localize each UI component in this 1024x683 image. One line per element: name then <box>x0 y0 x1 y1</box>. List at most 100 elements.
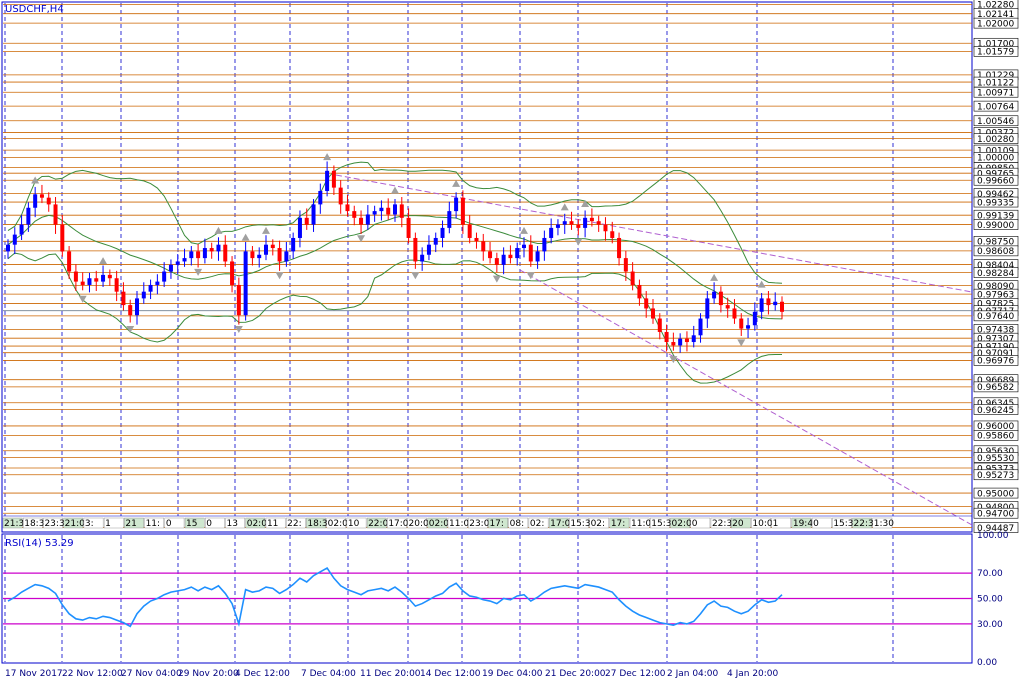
candle-body <box>393 204 397 215</box>
price-level-label: 1.01122 <box>977 78 1014 88</box>
candle-body <box>596 221 601 225</box>
time-label-box <box>629 517 650 529</box>
fractal-down-marker <box>234 325 243 333</box>
candle-body <box>372 211 377 215</box>
price-level-label: 1.00546 <box>977 117 1014 127</box>
candle-body <box>684 338 689 343</box>
candle-body <box>583 217 588 228</box>
price-level-label: 0.95860 <box>977 432 1014 442</box>
time-label-box <box>508 517 529 529</box>
candle-body <box>135 298 139 316</box>
time-label: 0 <box>692 519 698 529</box>
candle-body <box>406 217 411 238</box>
candle-body <box>528 244 533 262</box>
time-label: 23:0 <box>469 519 489 529</box>
trend-lines <box>335 174 973 526</box>
fractal-down-marker <box>737 339 746 347</box>
time-label-box <box>811 517 832 529</box>
fractal-up-marker <box>241 233 250 241</box>
time-label: 11 <box>267 519 278 529</box>
time-label-box <box>791 517 812 529</box>
time-label-box <box>2 517 23 529</box>
time-label-box <box>771 517 792 529</box>
candle-body <box>399 204 404 218</box>
candle-body <box>277 248 282 262</box>
price-level-box <box>973 404 1019 415</box>
fractal-up-marker <box>99 257 108 265</box>
price-level-label: 0.98404 <box>977 261 1014 271</box>
price-level-box <box>973 245 1019 257</box>
candle-body <box>759 298 764 312</box>
time-axis-label: 29 Nov 20:00 <box>178 669 239 679</box>
time-label: 02:00 <box>328 519 354 529</box>
time-axis-label: 21 Dec 20:00 <box>545 669 606 679</box>
time-label-box <box>528 517 549 529</box>
candle-body <box>39 194 44 198</box>
price-level-label: 0.97307 <box>977 334 1014 344</box>
candle-body <box>379 207 384 212</box>
time-label: 22:0 <box>368 519 388 529</box>
price-level-label: 1.01229 <box>977 71 1014 81</box>
candle-body <box>494 258 499 265</box>
price-level-label: 0.95630 <box>977 447 1014 457</box>
candle-body <box>447 211 452 228</box>
fractal-up-marker <box>710 273 719 281</box>
candle-body <box>746 325 751 329</box>
candle-body <box>352 211 357 218</box>
time-label-box <box>569 517 589 529</box>
horizontal-price-levels <box>3 3 972 528</box>
price-level-box <box>973 381 1019 393</box>
time-label-box <box>589 517 610 529</box>
candle-body <box>46 197 51 205</box>
time-label: 11: <box>146 519 160 529</box>
time-label: 23:35 <box>44 519 70 529</box>
time-label-box <box>23 517 43 529</box>
fractal-down-marker <box>669 356 678 364</box>
fractal-down-marker <box>78 295 87 303</box>
candle-body <box>576 224 581 228</box>
price-level-label: 0.99139 <box>977 212 1014 222</box>
candle-body <box>250 251 255 259</box>
candle-body <box>691 335 696 343</box>
candle-body <box>698 318 703 336</box>
fractal-down-marker <box>126 325 135 333</box>
price-level-label: 1.00109 <box>977 146 1014 156</box>
fractal-down-marker <box>526 272 535 280</box>
fractal-up-marker <box>581 200 590 208</box>
price-level-label: 0.97640 <box>977 312 1014 322</box>
time-label-box <box>407 517 427 529</box>
time-label-box <box>872 517 893 529</box>
candle-body <box>94 278 99 282</box>
time-label-box <box>710 517 731 529</box>
candle-body <box>87 278 92 285</box>
price-level-box <box>973 174 1019 186</box>
candle-body <box>230 261 235 285</box>
candle-body <box>420 254 425 262</box>
candle-body <box>780 301 784 312</box>
candle-body <box>657 318 662 332</box>
price-level-label: 0.97963 <box>977 290 1014 300</box>
candle-body <box>128 305 133 316</box>
price-level-label: 0.96345 <box>977 399 1014 409</box>
candle-body <box>53 204 58 225</box>
price-level-label: 1.02141 <box>977 10 1014 20</box>
time-label-box <box>83 517 104 529</box>
time-label: 11:00 <box>631 519 657 529</box>
candle-body <box>433 237 438 245</box>
candle-body <box>481 241 486 252</box>
time-label-box <box>650 517 670 529</box>
fractal-up-marker <box>323 153 332 161</box>
time-axis-label: 27 Nov 04:00 <box>121 669 182 679</box>
price-level-box <box>973 430 1019 441</box>
candle-body <box>515 248 520 259</box>
time-axis-label: 4 Jan 20:00 <box>727 669 779 679</box>
rsi-tick-label: 50.00 <box>977 595 1003 605</box>
candle-body <box>257 254 262 259</box>
price-level-label: 1.01700 <box>977 40 1014 50</box>
candle-body <box>202 248 207 259</box>
price-level-box <box>973 196 1019 208</box>
candle-body <box>345 204 350 212</box>
time-label-box <box>468 517 488 529</box>
rsi-tick-label: 100.00 <box>977 531 1009 541</box>
